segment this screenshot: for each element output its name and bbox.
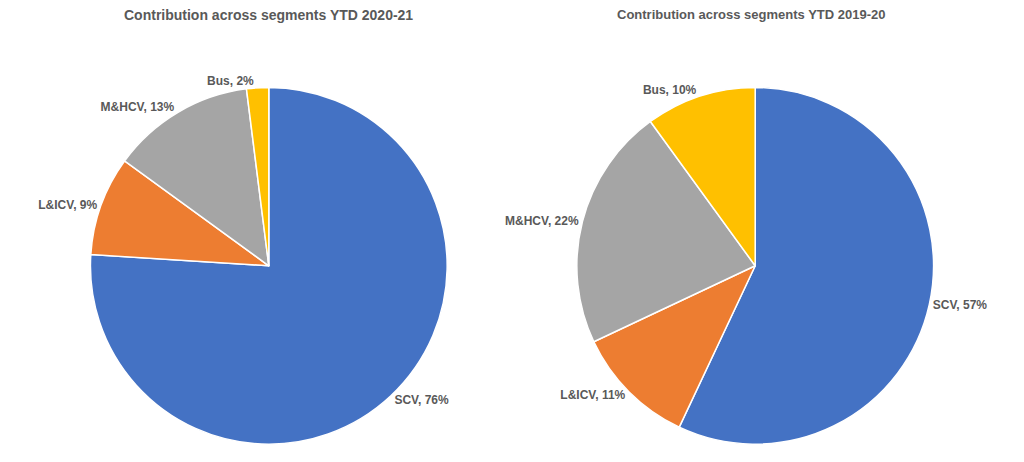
svg-text:SCV, 57%: SCV, 57% <box>933 298 988 312</box>
svg-text:Bus, 2%: Bus, 2% <box>207 74 254 88</box>
svg-text:L&ICV, 11%: L&ICV, 11% <box>560 388 625 402</box>
svg-text:SCV, 76%: SCV, 76% <box>394 393 449 407</box>
svg-text:Contribution across segments Y: Contribution across segments YTD 2019-20 <box>617 7 886 22</box>
svg-text:L&ICV, 9%: L&ICV, 9% <box>38 198 97 212</box>
svg-text:M&HCV, 22%: M&HCV, 22% <box>505 214 579 228</box>
svg-text:Bus, 10%: Bus, 10% <box>643 83 697 97</box>
svg-text:Contribution across segments Y: Contribution across segments YTD 2020-21 <box>124 7 413 23</box>
svg-text:M&HCV, 13%: M&HCV, 13% <box>101 100 175 114</box>
